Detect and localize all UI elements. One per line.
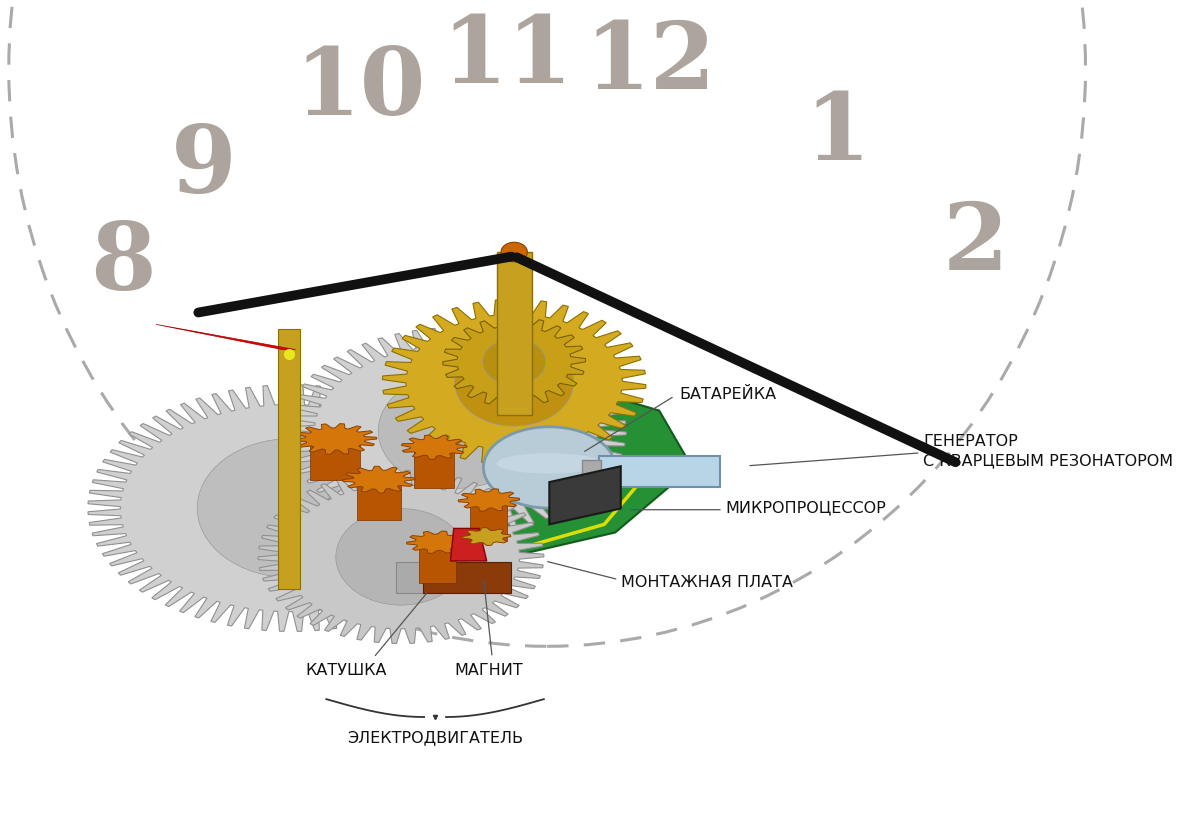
Polygon shape [422,562,511,592]
Text: МОНТАЖНАЯ ПЛАТА: МОНТАЖНАЯ ПЛАТА [620,575,793,591]
Polygon shape [343,467,415,493]
Text: 2: 2 [943,199,1008,289]
Text: 10: 10 [295,44,426,135]
Circle shape [500,243,527,261]
Polygon shape [470,500,508,541]
Polygon shape [443,317,586,407]
Text: БАТАРЕЙКА: БАТАРЕЙКА [679,386,776,402]
Polygon shape [582,460,601,483]
Polygon shape [278,329,300,589]
Ellipse shape [484,426,616,508]
Polygon shape [401,435,467,459]
Polygon shape [407,531,468,553]
Text: ЭЛЕКТРОДВИГАТЕЛЬ: ЭЛЕКТРОДВИГАТЕЛЬ [347,730,523,745]
Polygon shape [414,447,454,488]
Polygon shape [383,299,646,465]
Text: 11: 11 [442,12,574,102]
Polygon shape [286,328,626,534]
Polygon shape [462,528,511,546]
Polygon shape [258,471,544,644]
Polygon shape [550,467,620,525]
Polygon shape [156,324,295,350]
Circle shape [197,439,385,578]
Text: МАГНИТ: МАГНИТ [455,663,523,678]
Polygon shape [419,542,456,583]
Text: 1: 1 [804,89,870,179]
Polygon shape [293,424,377,454]
Polygon shape [310,439,360,480]
Text: ГЕНЕРАТОР
С КВАРЦЕВЫМ РЕЗОНАТОРОМ: ГЕНЕРАТОР С КВАРЦЕВЫМ РЕЗОНАТОРОМ [923,434,1174,469]
Polygon shape [458,489,520,511]
Polygon shape [396,562,422,592]
Text: 12: 12 [584,18,716,108]
Circle shape [378,373,534,489]
Polygon shape [358,480,401,520]
Polygon shape [497,252,532,414]
Text: МИКРОПРОЦЕССОР: МИКРОПРОЦЕССОР [725,501,886,516]
Polygon shape [88,385,494,632]
Circle shape [482,338,546,385]
Text: КАТУШКА: КАТУШКА [305,663,386,678]
Text: 9: 9 [170,122,236,212]
Circle shape [336,509,467,605]
Polygon shape [599,456,720,487]
Circle shape [455,338,574,426]
Text: 8: 8 [90,219,156,309]
Ellipse shape [497,453,602,474]
Polygon shape [450,529,487,561]
Polygon shape [362,395,692,589]
